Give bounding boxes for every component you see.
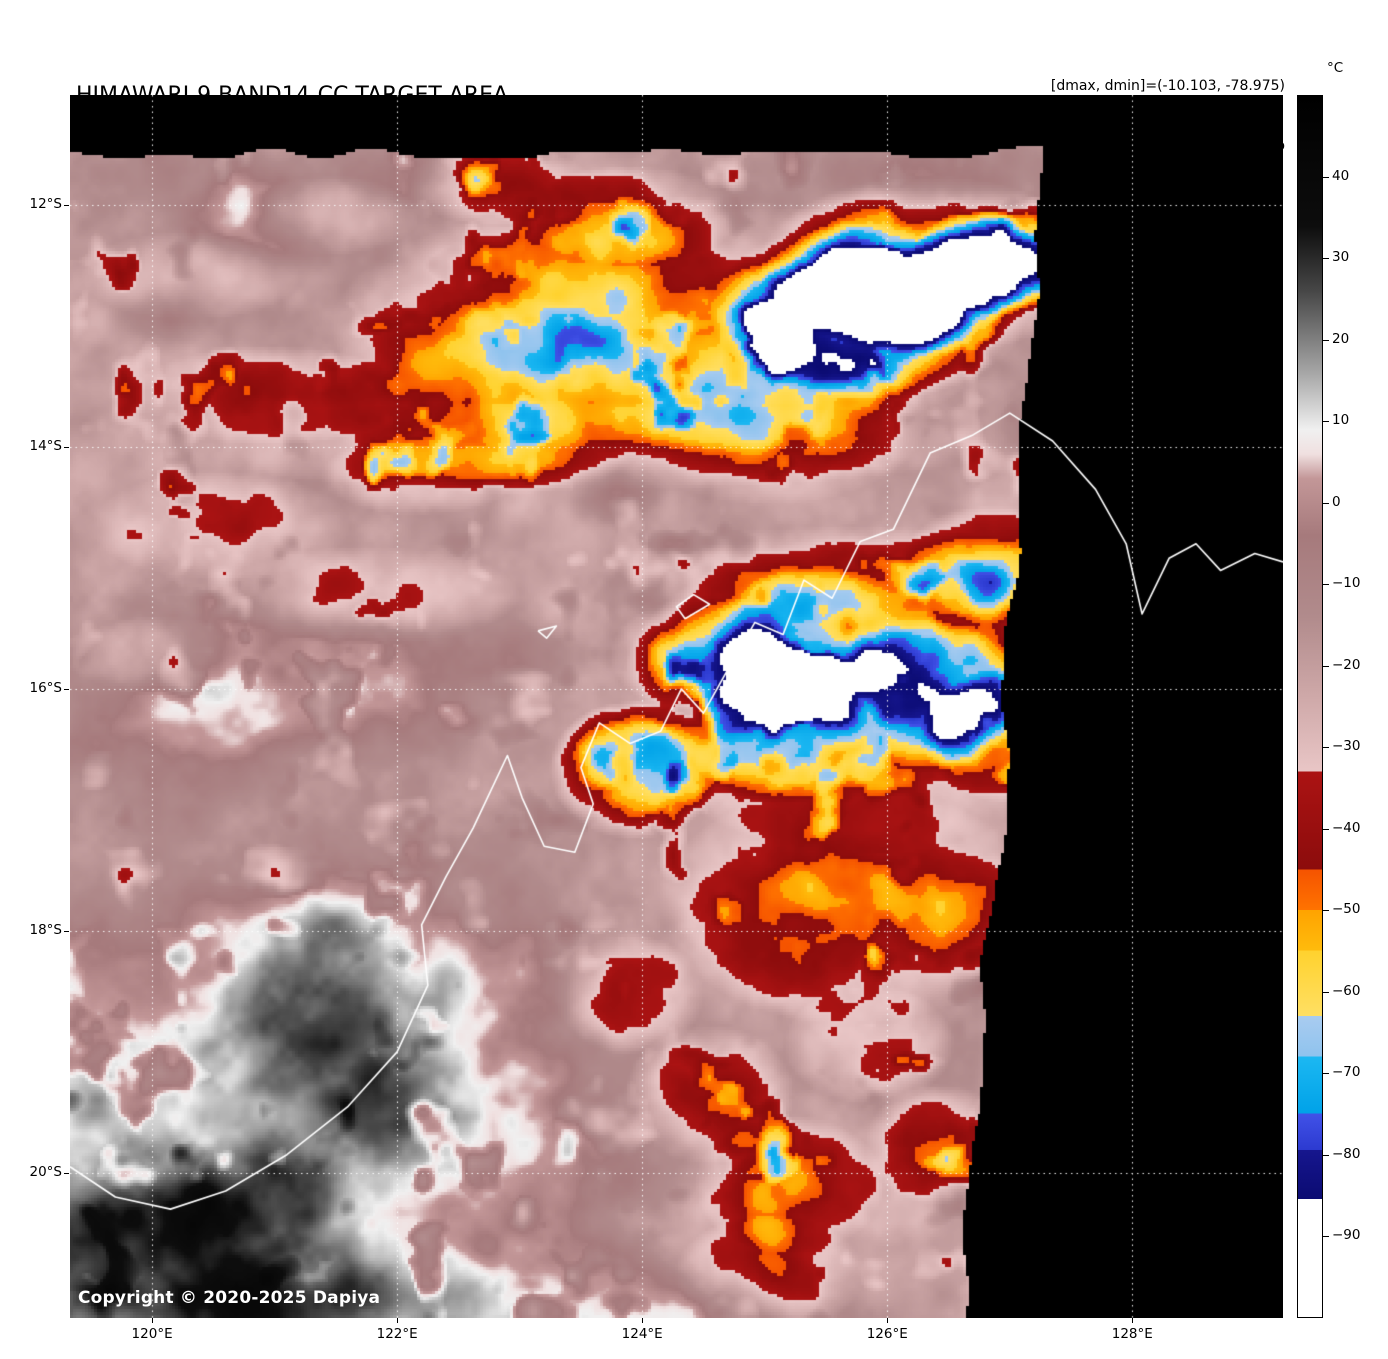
map-plot: Copyright © 2020-2025 Dapiya	[70, 95, 1283, 1318]
colorbar-tick-label: −20	[1332, 656, 1361, 673]
colorbar-tick-label: −10	[1332, 575, 1361, 592]
colorbar-tick-label: 40	[1332, 167, 1350, 184]
x-tick-mark	[1132, 1318, 1134, 1323]
colorbar-gradient	[1298, 96, 1322, 1317]
y-tick-mark	[64, 1172, 69, 1174]
colorbar-tick-mark	[1323, 1236, 1329, 1238]
x-tick-label: 124°E	[621, 1326, 663, 1342]
colorbar-tick-mark	[1323, 747, 1329, 749]
copyright-label: Copyright © 2020-2025 Dapiya	[78, 1288, 381, 1308]
colorbar-tick-mark	[1323, 339, 1329, 341]
colorbar-tick-mark	[1323, 176, 1329, 178]
colorbar-tick-label: −90	[1332, 1227, 1361, 1244]
y-tick-label: 14°S	[29, 438, 63, 455]
y-tick-mark	[64, 447, 69, 449]
x-tick-mark	[642, 1318, 644, 1323]
y-tick-mark	[64, 205, 69, 207]
x-tick-mark	[887, 1318, 889, 1323]
colorbar-tick-mark	[1323, 584, 1329, 586]
colorbar-tick-mark	[1323, 828, 1329, 830]
x-tick-label: 126°E	[866, 1326, 908, 1342]
y-tick-mark	[64, 930, 69, 932]
colorbar-tick-label: −30	[1332, 738, 1361, 755]
colorbar-tick-label: −40	[1332, 819, 1361, 836]
y-tick-mark	[64, 688, 69, 690]
colorbar-tick-mark	[1323, 502, 1329, 504]
colorbar-tick-label: −70	[1332, 1064, 1361, 1081]
colorbar	[1297, 95, 1323, 1318]
colorbar-tick-mark	[1323, 1073, 1329, 1075]
y-tick-label: 18°S	[29, 921, 63, 938]
colorbar-tick-mark	[1323, 910, 1329, 912]
colorbar-tick-label: −60	[1332, 982, 1361, 999]
colorbar-tick-label: 10	[1332, 412, 1350, 429]
y-tick-label: 12°S	[29, 196, 63, 213]
x-tick-mark	[397, 1318, 399, 1323]
colorbar-unit-label: °C	[1327, 60, 1344, 76]
colorbar-tick-mark	[1323, 421, 1329, 423]
colorbar-tick-label: −80	[1332, 1145, 1361, 1162]
x-tick-label: 122°E	[376, 1326, 418, 1342]
x-tick-label: 128°E	[1111, 1326, 1153, 1342]
y-tick-label: 16°S	[29, 679, 63, 696]
dmax-dmin-label: [dmax, dmin]=(-10.103, -78.975)	[1050, 78, 1285, 94]
satellite-image-canvas	[70, 95, 1283, 1318]
x-tick-label: 120°E	[131, 1326, 173, 1342]
colorbar-tick-label: 30	[1332, 249, 1350, 266]
colorbar-tick-mark	[1323, 665, 1329, 667]
colorbar-tick-mark	[1323, 991, 1329, 993]
x-tick-mark	[152, 1318, 154, 1323]
colorbar-tick-mark	[1323, 258, 1329, 260]
colorbar-tick-mark	[1323, 1154, 1329, 1156]
y-tick-label: 20°S	[29, 1163, 63, 1180]
colorbar-tick-label: 0	[1332, 493, 1341, 510]
colorbar-tick-label: −50	[1332, 901, 1361, 918]
colorbar-tick-label: 20	[1332, 330, 1350, 347]
